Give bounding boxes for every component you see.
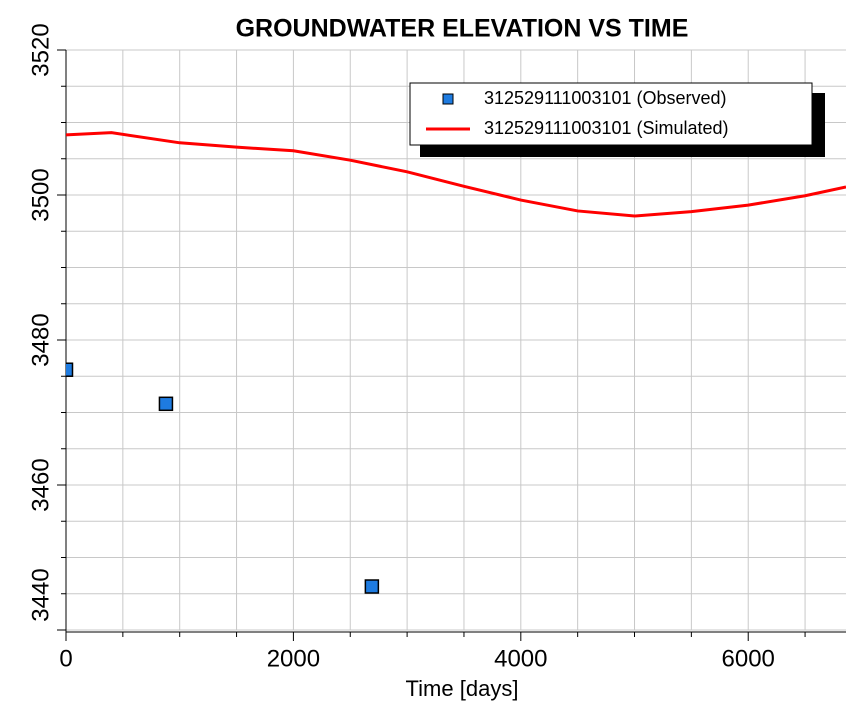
y-tick-label: 3520 [27,23,54,76]
y-tick-label: 3480 [27,313,54,366]
point [66,362,74,377]
legend [409,82,813,146]
y-tick-label: 3440 [27,568,54,621]
y-tick-label: 3460 [27,458,54,511]
x-tick-label: 0 [59,645,72,672]
legend-label: 312529111003101 (Simulated) [484,118,729,138]
point [158,396,174,412]
point [364,579,380,594]
x-tick-label: 2000 [267,645,320,672]
legend-swatch [442,93,454,105]
legend-label: 312529111003101 (Observed) [484,88,727,108]
chart-title: GROUNDWATER ELEVATION VS TIME [236,15,689,43]
x-axis-label: Time [days] [406,676,519,701]
y-tick-label: 3500 [27,168,54,221]
line [66,131,846,218]
x-tick-label: 6000 [722,645,775,672]
x-tick-label: 4000 [494,645,547,672]
